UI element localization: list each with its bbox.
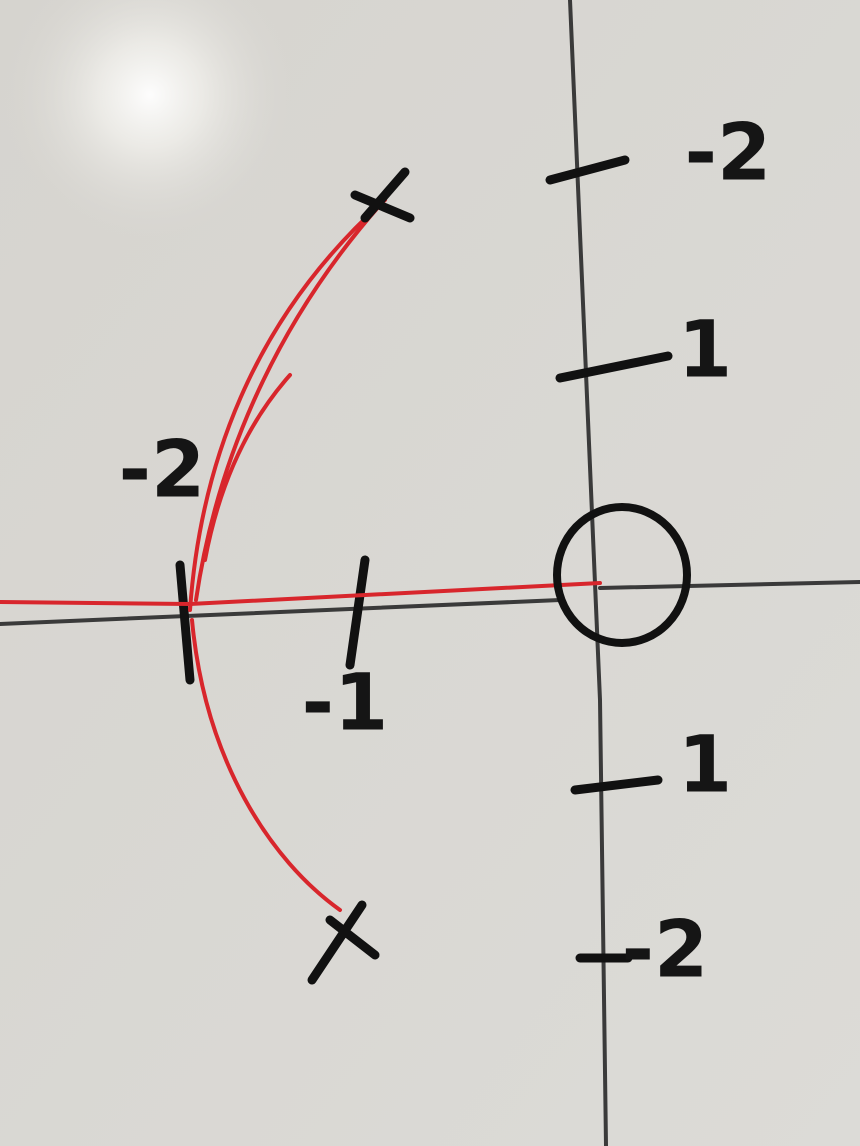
glare <box>0 0 300 245</box>
locus-upper <box>203 373 292 562</box>
locus-lower <box>190 618 342 912</box>
pole <box>350 167 415 223</box>
label: -2 <box>119 425 206 515</box>
tick <box>345 555 370 670</box>
imaginary-axis <box>568 0 608 1146</box>
tick <box>555 351 673 383</box>
label: -2 <box>622 905 709 995</box>
locus-upper <box>188 198 387 612</box>
pole <box>307 900 380 985</box>
zero <box>553 503 691 647</box>
ticks <box>175 155 673 963</box>
label: 1 <box>678 305 732 395</box>
label: 1 <box>678 720 732 810</box>
label: -2 <box>685 108 772 198</box>
tick <box>175 560 195 685</box>
label: -1 <box>302 658 389 748</box>
real-axis <box>0 580 860 626</box>
tick <box>545 155 630 185</box>
tick <box>570 775 663 795</box>
markers <box>307 167 691 985</box>
root-locus <box>0 198 602 912</box>
